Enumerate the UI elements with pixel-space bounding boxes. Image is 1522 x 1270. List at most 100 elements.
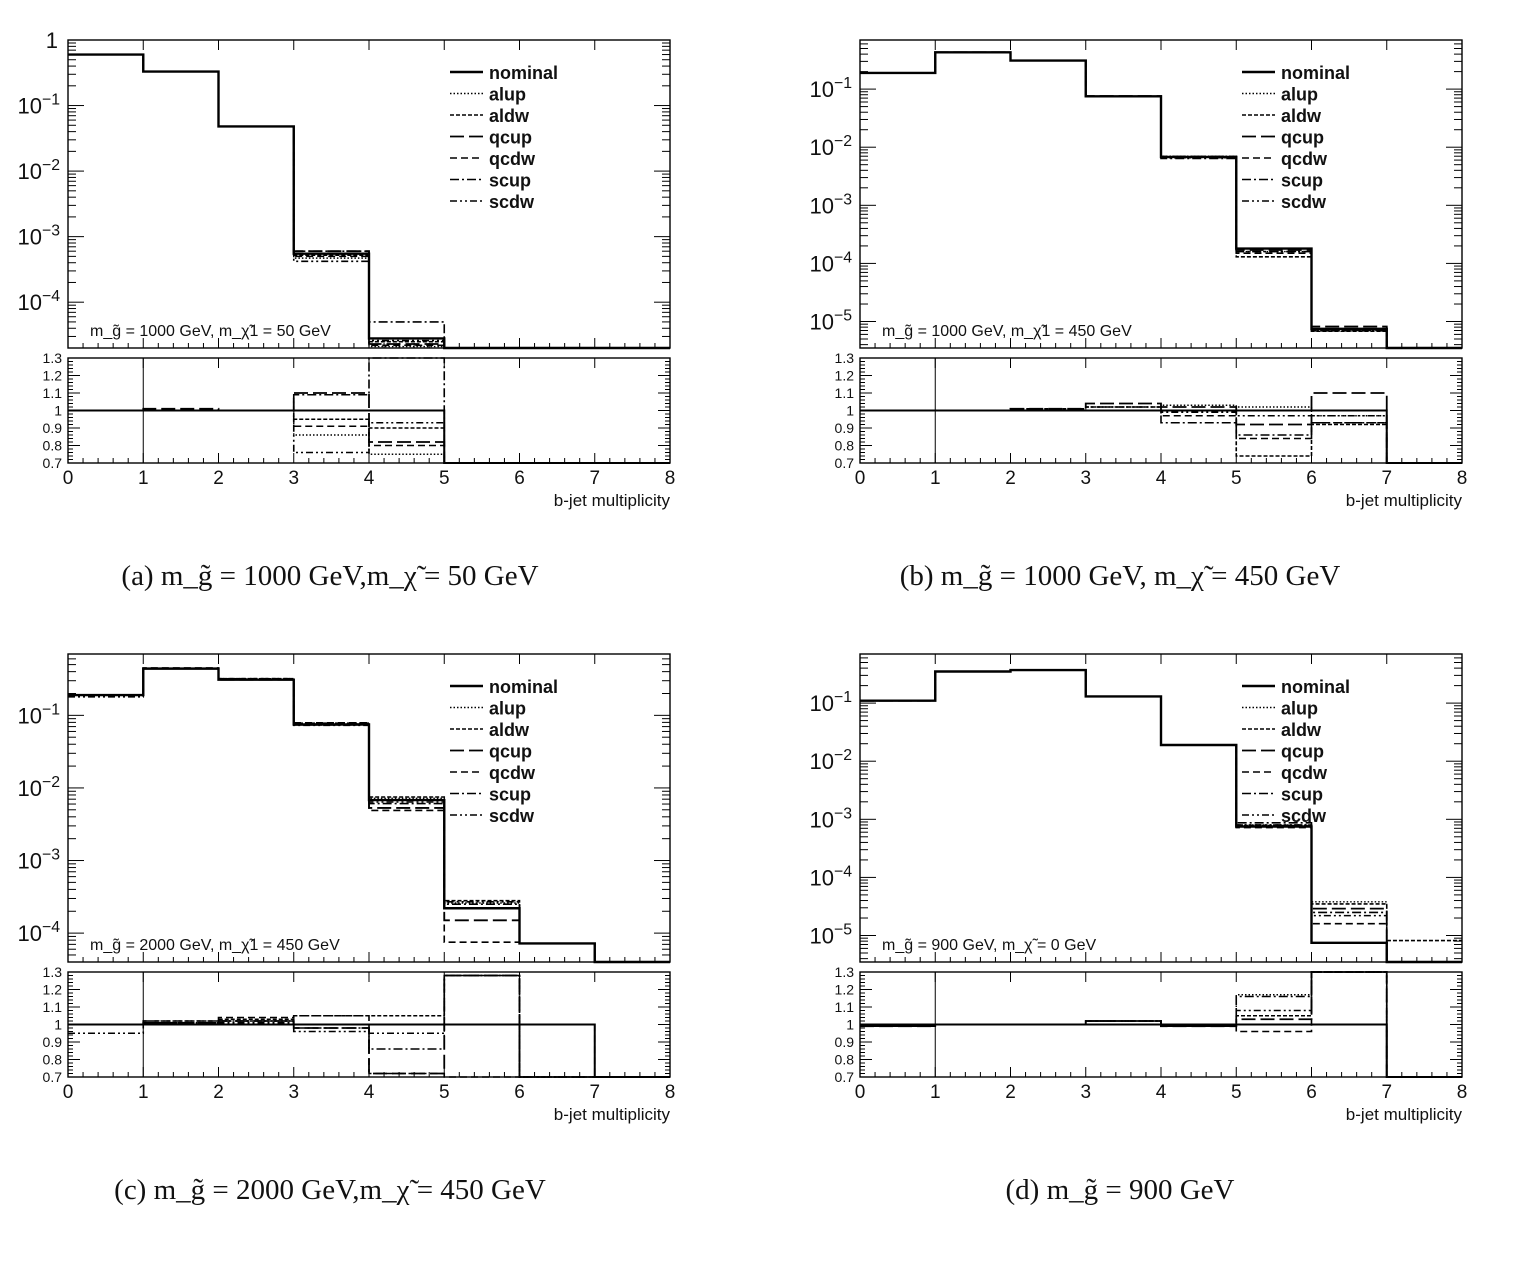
x-tick-label: 1 bbox=[930, 1082, 941, 1103]
legend-label-qcup: qcup bbox=[1281, 742, 1324, 762]
chart-panel-a: 10−4 10−3 10−2 10−1 1 0 1 2 3 4 5 6 7 8 1.3 1.2 1.1 1 0.9 0… bbox=[0, 20, 700, 580]
ratio-tick-label: 0.9 bbox=[43, 420, 63, 436]
y-tick-label: 10−5 bbox=[809, 308, 852, 335]
caption-text: m_g̃ = 1000 GeV,m_χ̃ = 50 GeV bbox=[160, 560, 539, 592]
x-tick-label: 2 bbox=[213, 1082, 224, 1103]
ratio-tick-label: 1.3 bbox=[43, 350, 63, 366]
y-tick-label: 1 bbox=[46, 28, 58, 53]
histogram-d: 10−510−410−310−210−10 1 2 3 4 5 6 7 81.31.21.110… bbox=[809, 653, 1468, 1124]
ratio-scdw bbox=[860, 406, 1462, 464]
histogram-b: 10−510−410−310−210−10 1 2 3 4 5 6 7 81.31.21.110… bbox=[809, 39, 1467, 510]
y-tick-label: 10−2 bbox=[17, 157, 60, 184]
x-tick-label: 4 bbox=[364, 468, 375, 489]
y-tick-label: 10−1 bbox=[17, 92, 60, 119]
y-tick-label: 10−2 bbox=[809, 747, 852, 774]
ratio-tick-label: 1 bbox=[54, 1017, 62, 1033]
legend-label-qcup: qcup bbox=[489, 742, 532, 762]
y-tick-label: 10−4 bbox=[17, 288, 60, 315]
ratio-tick-label: 1.1 bbox=[43, 999, 63, 1015]
caption-label: (b) bbox=[899, 560, 934, 592]
caption-label: (d) bbox=[1005, 1174, 1040, 1206]
ratio-tick-label: 1.3 bbox=[835, 964, 855, 980]
ratio-tick-label: 1.1 bbox=[835, 999, 855, 1015]
caption-label: (c) bbox=[114, 1174, 147, 1206]
x-tick-label: 5 bbox=[1231, 1082, 1242, 1103]
legend-label-qcup: qcup bbox=[1281, 128, 1324, 148]
legend-label-aldw: aldw bbox=[489, 720, 530, 740]
ratio-tick-label: 1 bbox=[846, 403, 854, 419]
x-tick-label: 5 bbox=[439, 468, 450, 489]
y-tick-label: 10−5 bbox=[809, 922, 852, 949]
x-tick-label: 1 bbox=[138, 468, 149, 489]
ratio-scdw bbox=[68, 409, 670, 464]
y-tick-label: 10−3 bbox=[809, 805, 852, 832]
x-tick-label: 7 bbox=[589, 1082, 600, 1103]
series-scdw bbox=[860, 51, 1462, 349]
y-tick-label: 10−1 bbox=[809, 75, 852, 102]
histogram-a: 10−410−310−210−110 1 2 3 4 5 6 7 81.31.21.110.90… bbox=[17, 28, 675, 510]
x-tick-label: 5 bbox=[1231, 468, 1242, 489]
y-tick-label: 10−1 bbox=[809, 689, 852, 716]
ratio-tick-label: 0.8 bbox=[43, 1052, 63, 1068]
ratio-tick-label: 0.7 bbox=[43, 1069, 63, 1085]
legend-label-alup: alup bbox=[489, 699, 526, 719]
series-qcdw bbox=[68, 667, 670, 963]
legend-label-alup: alup bbox=[1281, 699, 1318, 719]
legend-label-scdw: scdw bbox=[1281, 806, 1327, 826]
ratio-tick-label: 0.8 bbox=[835, 438, 855, 454]
y-tick-label: 10−4 bbox=[17, 919, 60, 946]
caption-text: m_g̃ = 2000 GeV,m_χ̃ = 450 GeV bbox=[153, 1174, 546, 1206]
x-tick-label: 4 bbox=[1156, 1082, 1167, 1103]
x-axis-title: b-jet multiplicity bbox=[554, 1105, 671, 1124]
x-tick-label: 7 bbox=[1381, 1082, 1392, 1103]
series-scdw bbox=[68, 667, 670, 963]
x-tick-label: 8 bbox=[665, 1082, 676, 1103]
series-scdw bbox=[68, 53, 670, 349]
histogram-c: 10−410−310−210−10 1 2 3 4 5 6 7 81.31.21.110.90.… bbox=[17, 653, 676, 1124]
series-alup bbox=[68, 667, 670, 963]
y-tick-label: 10−2 bbox=[809, 133, 852, 160]
legend-label-qcdw: qcdw bbox=[489, 763, 536, 783]
legend-label-scup: scup bbox=[1281, 171, 1323, 191]
caption-text: m_g̃ = 900 GeV bbox=[1046, 1174, 1235, 1206]
ratio-tick-label: 1 bbox=[846, 1017, 854, 1033]
ratio-tick-label: 0.7 bbox=[43, 455, 63, 471]
caption-label: (a) bbox=[121, 560, 154, 592]
mass-annotation: m_g̃ = 2000 GeV, m_χ̃1 = 450 GeV bbox=[90, 937, 340, 954]
x-tick-label: 4 bbox=[1156, 468, 1167, 489]
ratio-scdw bbox=[860, 971, 1462, 1078]
ratio-tick-label: 0.8 bbox=[43, 438, 63, 454]
caption-d: (d) m_g̃ = 900 GeV bbox=[770, 1174, 1470, 1207]
legend-label-nominal: nominal bbox=[1281, 677, 1350, 697]
legend-label-scup: scup bbox=[1281, 785, 1323, 805]
x-tick-label: 3 bbox=[1080, 468, 1091, 489]
ratio-tick-label: 0.9 bbox=[835, 420, 855, 436]
x-tick-label: 2 bbox=[1005, 468, 1016, 489]
ratio-tick-label: 1.3 bbox=[43, 964, 63, 980]
chart-panel-d: 10−5 10−4 10−3 10−2 10−1 0 1 2 3 4 5 6 7 8 1.3 1.2 1.1 1 0… bbox=[792, 634, 1492, 1194]
ratio-qcup bbox=[68, 392, 670, 464]
x-axis-title: b-jet multiplicity bbox=[1346, 491, 1463, 510]
y-tick-label: 10−2 bbox=[17, 774, 60, 801]
x-tick-label: 1 bbox=[930, 468, 941, 489]
chart-panel-b: 10−5 10−4 10−3 10−2 10−1 0 1 2 3 4 5 6 7 8 1.3 1.2 1.1 1 0… bbox=[792, 20, 1492, 580]
x-tick-label: 5 bbox=[439, 1082, 450, 1103]
x-tick-label: 0 bbox=[63, 1082, 74, 1103]
x-tick-label: 6 bbox=[514, 1082, 525, 1103]
ratio-tick-label: 1 bbox=[54, 403, 62, 419]
chart-panel-c: 10−4 10−3 10−2 10−1 0 1 2 3 4 5 6 7 8 1.3 1.2 1.1 1 0.9 0.… bbox=[0, 634, 700, 1194]
x-tick-label: 2 bbox=[1005, 1082, 1016, 1103]
y-tick-label: 10−3 bbox=[17, 847, 60, 874]
x-tick-label: 0 bbox=[855, 1082, 866, 1103]
x-tick-label: 0 bbox=[855, 468, 866, 489]
ratio-tick-label: 1.2 bbox=[43, 368, 63, 384]
legend-label-qcdw: qcdw bbox=[1281, 763, 1328, 783]
x-tick-label: 3 bbox=[288, 1082, 299, 1103]
caption-text: m_g̃ = 1000 GeV, m_χ̃ = 450 GeV bbox=[940, 560, 1341, 592]
legend-label-nominal: nominal bbox=[1281, 63, 1350, 83]
ratio-tick-label: 0.7 bbox=[835, 1069, 855, 1085]
x-tick-label: 8 bbox=[1457, 1082, 1468, 1103]
caption-c: (c) m_g̃ = 2000 GeV,m_χ̃ = 450 GeV bbox=[0, 1174, 680, 1207]
y-tick-label: 10−3 bbox=[17, 223, 60, 250]
y-tick-label: 10−1 bbox=[17, 701, 60, 728]
